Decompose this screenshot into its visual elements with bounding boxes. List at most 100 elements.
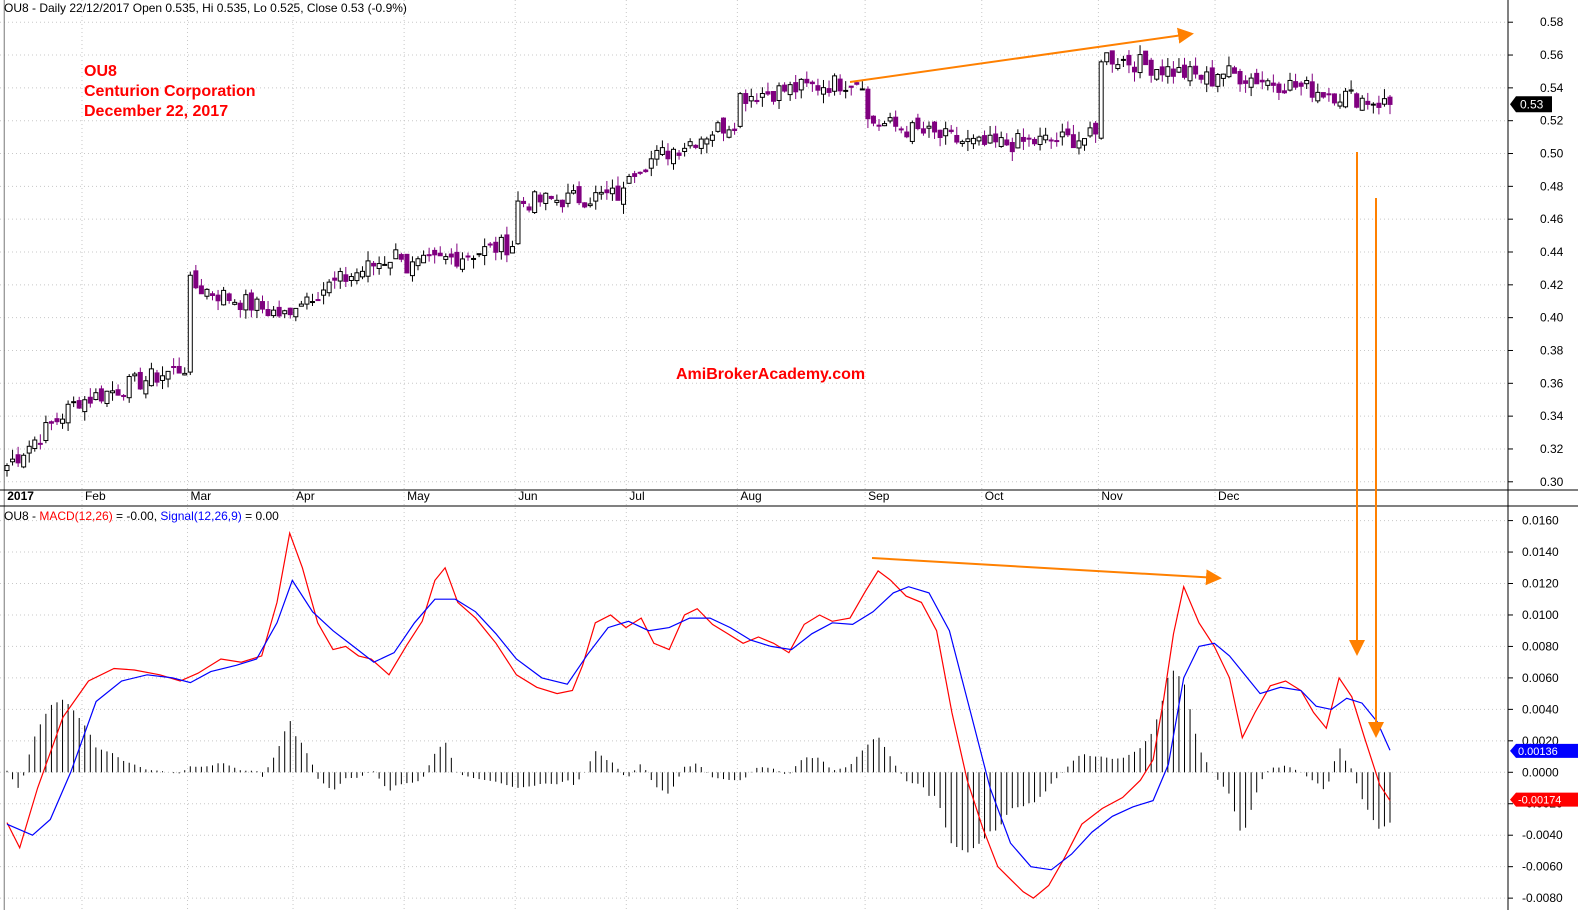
- y-tick-label: 0.48: [1540, 179, 1564, 193]
- candle: [682, 147, 688, 152]
- candle: [765, 91, 771, 95]
- candle: [1304, 80, 1310, 85]
- candle: [248, 292, 254, 311]
- candle: [243, 294, 249, 311]
- candle: [87, 396, 93, 404]
- candle: [165, 370, 171, 380]
- candle: [521, 200, 527, 204]
- candle: [193, 270, 199, 289]
- candle: [382, 263, 388, 266]
- x-tick-label: 2017: [7, 489, 34, 503]
- candle: [1048, 139, 1054, 142]
- candle: [1059, 131, 1065, 138]
- y-tick-label: 0.0120: [1522, 577, 1559, 591]
- candle: [15, 454, 21, 464]
- candle: [126, 375, 132, 399]
- x-tick-label: Apr: [296, 489, 315, 503]
- watermark: AmiBrokerAcademy.com: [676, 366, 866, 383]
- candle: [498, 236, 504, 253]
- candle: [1281, 90, 1287, 94]
- candle: [1043, 134, 1049, 141]
- candle: [1143, 50, 1149, 66]
- candle: [571, 190, 577, 194]
- y-tick-label: 0.0140: [1522, 545, 1559, 559]
- candle: [837, 78, 843, 92]
- candle: [665, 150, 671, 160]
- candle: [37, 442, 43, 445]
- macd-last-badge: [1510, 792, 1578, 807]
- candle: [882, 123, 888, 127]
- candle: [720, 117, 726, 134]
- candle: [1032, 138, 1038, 145]
- candle: [748, 95, 754, 102]
- candle: [404, 253, 410, 274]
- y-tick-label: 0.58: [1540, 15, 1564, 29]
- candle: [432, 249, 438, 256]
- candle: [1348, 89, 1354, 92]
- macd-legend-value: = -0.00,: [112, 509, 161, 523]
- y-tick-label: 0.0080: [1522, 639, 1559, 653]
- candle: [887, 117, 893, 122]
- candle: [21, 454, 27, 468]
- candle: [1243, 80, 1249, 84]
- candle: [148, 368, 154, 387]
- candle: [143, 380, 149, 395]
- candle: [937, 129, 943, 139]
- candle: [459, 258, 465, 270]
- candle: [115, 389, 121, 396]
- last-price-badge: [1510, 96, 1552, 113]
- candle: [1082, 138, 1088, 146]
- candle: [1137, 54, 1143, 74]
- candle: [1215, 74, 1221, 87]
- candle: [1170, 68, 1176, 77]
- x-tick-label: Nov: [1101, 489, 1122, 503]
- candle: [515, 200, 521, 245]
- candle: [315, 299, 321, 302]
- candle: [232, 301, 238, 305]
- y-tick-label: 0.0100: [1522, 608, 1559, 622]
- candle: [1298, 82, 1304, 87]
- candle: [737, 93, 743, 127]
- price-trend-arrow: [849, 27, 1194, 83]
- candle: [509, 246, 515, 254]
- candle: [693, 144, 699, 148]
- candle: [1132, 66, 1138, 73]
- candle: [759, 93, 765, 98]
- candle: [915, 117, 921, 130]
- candle: [1254, 72, 1260, 85]
- macd-last-label: -0.00174: [1518, 795, 1561, 807]
- price-pane-header: OU8 - Daily 22/12/2017 Open 0.535, Hi 0.…: [4, 1, 407, 15]
- candle: [1148, 59, 1154, 76]
- candle: [587, 203, 593, 207]
- candle: [637, 171, 643, 174]
- candle: [326, 281, 332, 294]
- candle: [920, 128, 926, 134]
- candle: [376, 263, 382, 269]
- candle: [909, 122, 915, 142]
- candle: [626, 175, 632, 184]
- x-tick-label: Dec: [1218, 489, 1239, 503]
- candle: [493, 241, 499, 253]
- candle: [1076, 140, 1082, 149]
- x-tick-label: Oct: [985, 489, 1004, 503]
- y-tick-label: -0.0040: [1522, 828, 1563, 842]
- candle: [1020, 136, 1026, 142]
- y-tick-label: 0.0000: [1522, 765, 1559, 779]
- candle: [832, 75, 838, 92]
- candle: [1276, 83, 1282, 93]
- candle: [1315, 91, 1321, 102]
- candle: [93, 392, 99, 401]
- candle: [1359, 97, 1365, 111]
- candle: [709, 134, 715, 141]
- x-tick-label: Aug: [740, 489, 761, 503]
- candle: [698, 138, 704, 149]
- candle: [10, 458, 16, 463]
- candle: [1287, 79, 1293, 91]
- candle: [776, 85, 782, 101]
- candle: [1365, 100, 1371, 105]
- candle: [65, 403, 71, 424]
- candle: [1370, 103, 1376, 106]
- candle: [476, 253, 482, 256]
- candle: [798, 78, 804, 91]
- macd-pane-header: OU8 - MACD(12,26) = -0.00, Signal(12,26,…: [4, 509, 279, 523]
